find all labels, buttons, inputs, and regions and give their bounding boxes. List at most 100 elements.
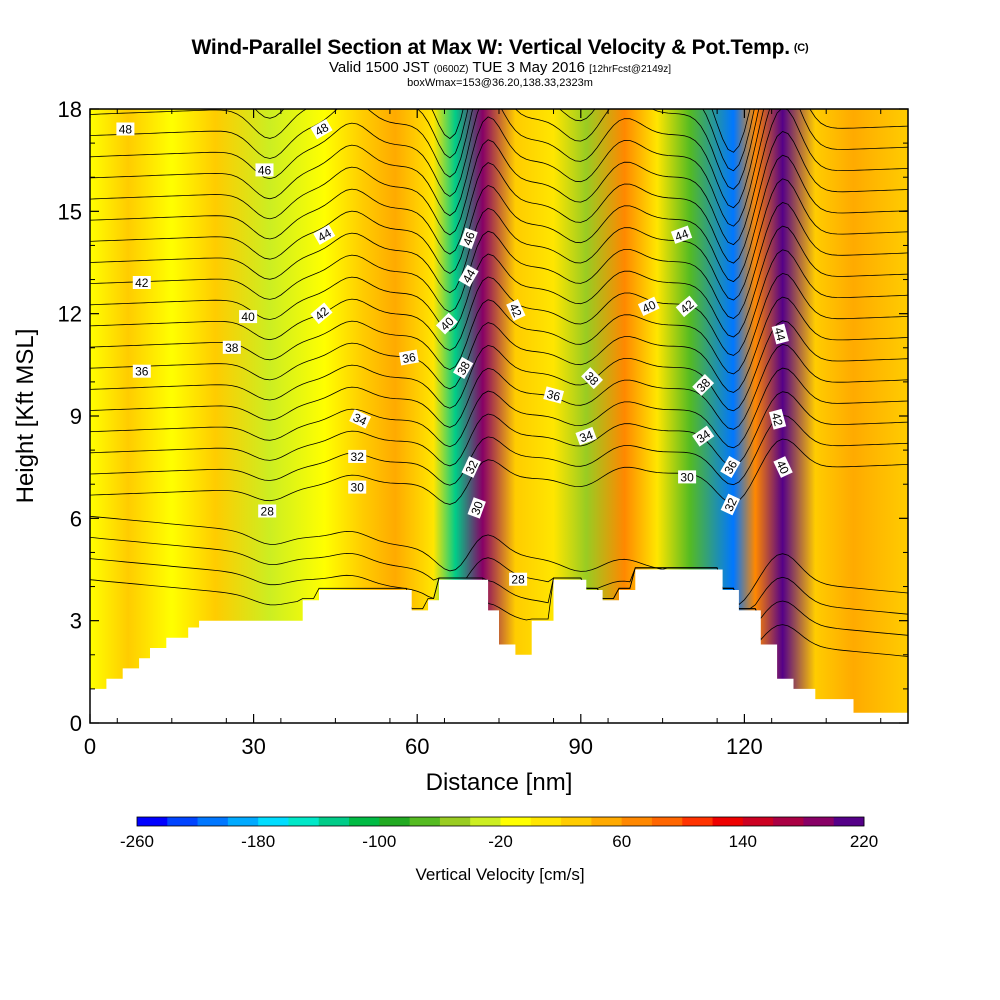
colorbar-title: Vertical Velocity [cm/s] (415, 865, 584, 884)
contour-label: 38 (453, 356, 474, 379)
contour-label-bg (222, 340, 241, 354)
isentropes (90, 109, 908, 657)
chart-title: Wind-Parallel Section at Max W: Vertical… (0, 36, 1000, 60)
contour-label-text: 46 (258, 163, 272, 177)
isentrope-line (90, 537, 908, 615)
contour-label-bg (506, 299, 526, 321)
contour-label: 32 (461, 456, 481, 478)
isentrope-line (90, 109, 908, 227)
contour-label-bg (132, 364, 151, 378)
contour-label: 36 (398, 349, 419, 366)
isentrope-line (90, 178, 908, 301)
contour-label-bg (720, 455, 741, 478)
contour-label: 28 (509, 572, 528, 587)
contour-label: 40 (773, 456, 793, 478)
colorbar-swatch (439, 817, 471, 826)
contour-label-bg (459, 227, 478, 250)
contour-label: 30 (678, 470, 697, 484)
contour-label-text: 30 (468, 499, 486, 517)
contour-label: 34 (575, 426, 597, 446)
y-tick-label: 3 (70, 609, 82, 634)
contour-label-bg (348, 480, 367, 494)
contour-label: 40 (435, 312, 458, 335)
y-tick-label: 0 (70, 711, 82, 736)
contour-label-bg (675, 295, 698, 318)
colorbar-swatch (379, 817, 411, 826)
contour-label-bg (575, 426, 597, 446)
contour-label-text: 38 (454, 359, 473, 378)
contour-label-text: 28 (261, 505, 275, 519)
contour-label-bg (132, 276, 151, 289)
contour-label: 44 (313, 224, 336, 245)
x-tick-label: 60 (405, 734, 429, 759)
contour-label-text: 44 (673, 226, 691, 244)
colorbar-swatch (227, 817, 259, 826)
contour-label-text: 30 (680, 470, 694, 484)
contour-label: 36 (543, 386, 565, 404)
x-axis-title: Distance [nm] (426, 769, 573, 796)
isentrope-line (90, 515, 908, 606)
contour-label: 42 (675, 295, 698, 318)
chart-title-text: Wind-Parallel Section at Max W: Vertical… (191, 36, 791, 59)
colorbar-tick-label: -180 (241, 832, 275, 851)
colorbar-swatch (561, 817, 592, 826)
x-tick-label: 90 (569, 734, 593, 759)
contour-label-text: 44 (460, 267, 479, 286)
y-tick-label: 6 (70, 506, 82, 531)
x-tick-label: 0 (84, 734, 96, 759)
colorbar: -260 -180 -100 -20 60 140 220 (120, 816, 878, 851)
isentrope-line (90, 202, 908, 319)
terrain (90, 569, 908, 723)
contour-label-text: 38 (225, 341, 239, 355)
contour-label: 42 (769, 408, 787, 430)
contour-label-bg (310, 118, 333, 140)
contour-label-bg (458, 264, 479, 287)
colorbar-swatch (682, 817, 713, 826)
contour-label-bg (692, 425, 715, 447)
colorbar-tick-label: -260 (120, 832, 154, 851)
contour-label-bg (258, 504, 277, 518)
contour-label-bg (116, 122, 135, 136)
contour-label-bg (692, 373, 715, 396)
contour-label-text: 36 (721, 458, 740, 477)
contour-label: 40 (637, 296, 660, 317)
contour-label-text: 40 (241, 310, 255, 324)
isentrope-line (90, 438, 908, 505)
colorbar-swatch (803, 817, 835, 826)
forecast-info: [12hrFcst@2149z] (589, 64, 672, 75)
contour-label-text: 44 (771, 326, 788, 343)
contour-label-bg (348, 449, 367, 463)
colorbar-swatch (137, 817, 168, 826)
plot-area: 48 48 46 44 42 42 40 38 36 36 34 32 30 28 46 44 40 38 32 30… (90, 109, 908, 723)
contour-label-text: 40 (773, 458, 791, 476)
contour-label-text: 40 (640, 297, 658, 315)
contour-label-text: 44 (315, 226, 334, 245)
valid-utc: (0600Z) (433, 64, 469, 75)
colorbar-swatch (591, 817, 623, 826)
contour-label: 30 (348, 480, 367, 495)
contour-label-text: 32 (463, 458, 481, 476)
contour-label-bg (435, 312, 458, 335)
colorbar-swatch (409, 817, 441, 826)
contour-label: 30 (467, 497, 486, 519)
contour-label: 36 (132, 364, 151, 379)
contour-label: 42 (132, 276, 151, 290)
colorbar-tick-label: 140 (729, 832, 757, 851)
contour-label-bg (678, 470, 697, 484)
contour-label: 32 (720, 493, 740, 516)
isentrope-line (90, 391, 908, 467)
y-tick-label: 15 (58, 199, 82, 224)
x-tick-label: 30 (241, 734, 265, 759)
isentrope-line (90, 249, 908, 356)
colorbar-swatch (773, 817, 804, 826)
isentrope-line (90, 225, 908, 338)
isentrope-line (90, 154, 908, 283)
contour-label-bg (349, 409, 372, 429)
colorbar-tick-label: 60 (612, 832, 631, 851)
isentrope-line (90, 414, 908, 486)
contour-label-bg (310, 302, 333, 325)
contour-label-bg (637, 296, 660, 317)
contour-labels: 48 48 46 44 42 42 40 38 36 36 34 32 30 28 46 44 40 38 32 30… (116, 118, 793, 587)
